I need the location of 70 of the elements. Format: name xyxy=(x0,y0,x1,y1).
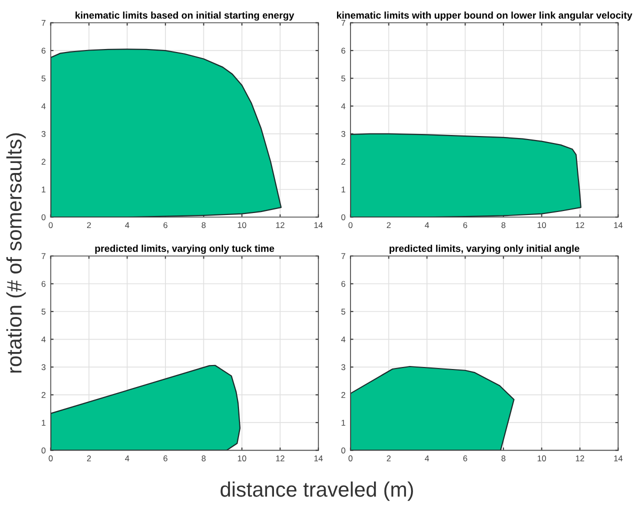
x-tick-label: 0 xyxy=(348,455,352,462)
x-tick-label: 2 xyxy=(87,455,91,462)
x-tick-label: 6 xyxy=(164,222,168,228)
x-tick-label: 10 xyxy=(238,455,246,462)
chart-title: kinematic limits based on initial starting energy xyxy=(76,12,294,21)
x-tick-label: 4 xyxy=(424,456,430,462)
chart-title: kinematic limits with upper bound on lower link angular velocity xyxy=(336,12,632,21)
y-tick-label: 1 xyxy=(342,186,346,192)
y-tick-label: 5 xyxy=(341,308,346,315)
y-tick-label: 3 xyxy=(341,131,346,137)
y-tick-label: 0 xyxy=(42,448,46,454)
y-tick-label: 3 xyxy=(341,364,346,370)
y-tick-label: 0 xyxy=(341,448,346,454)
x-tick-label: 6 xyxy=(463,455,468,462)
x-tick-label: 8 xyxy=(202,222,206,228)
x-tick-label: 0 xyxy=(48,222,53,228)
y-tick-label: 3 xyxy=(42,364,46,370)
x-tick-label: 12 xyxy=(276,455,284,462)
y-tick-label: 6 xyxy=(341,48,346,54)
x-tick-label: 6 xyxy=(164,455,168,462)
x-tick-label: 14 xyxy=(314,456,323,462)
x-tick-label: 12 xyxy=(576,455,584,462)
y-tick-label: 6 xyxy=(341,280,346,287)
x-tick-label: 12 xyxy=(276,222,284,228)
y-axis-title: rotation (# of somersaults) xyxy=(6,133,26,373)
x-tick-label: 14 xyxy=(614,456,623,462)
y-tick-label: 5 xyxy=(42,308,46,315)
x-tick-label: 4 xyxy=(125,456,130,462)
y-tick-label: 7 xyxy=(341,20,346,26)
y-tick-label: 5 xyxy=(341,76,346,82)
y-tick-label: 4 xyxy=(341,103,346,110)
y-tick-label: 6 xyxy=(42,48,46,54)
chart-title: predicted limits, varying only tuck time xyxy=(95,244,274,254)
y-tick-label: 0 xyxy=(42,214,46,220)
y-tick-label: 4 xyxy=(341,336,346,342)
y-tick-label: 4 xyxy=(41,336,46,342)
x-tick-label: 8 xyxy=(202,455,206,462)
x-tick-label: 4 xyxy=(125,222,130,228)
y-tick-label: 1 xyxy=(342,420,346,426)
y-tick-label: 3 xyxy=(42,131,46,137)
x-tick-label: 8 xyxy=(501,455,506,462)
x-tick-label: 8 xyxy=(501,222,506,228)
y-tick-label: 1 xyxy=(42,420,46,426)
y-tick-label: 1 xyxy=(42,186,46,192)
x-tick-label: 14 xyxy=(614,222,623,228)
y-tick-label: 7 xyxy=(42,20,46,26)
y-tick-label: 2 xyxy=(341,392,346,398)
x-tick-label: 2 xyxy=(386,222,391,228)
chart-title: predicted limits, varying only initial angle xyxy=(390,244,580,254)
x-tick-label: 2 xyxy=(87,222,91,228)
x-tick-label: 0 xyxy=(48,455,53,462)
x-axis-title: distance traveled (m) xyxy=(220,482,413,501)
y-tick-label: 0 xyxy=(341,214,346,220)
y-tick-label: 7 xyxy=(42,253,46,260)
x-tick-label: 10 xyxy=(538,222,546,228)
y-tick-label: 2 xyxy=(42,392,46,398)
x-tick-label: 10 xyxy=(538,455,546,462)
x-tick-label: 6 xyxy=(463,222,468,228)
x-tick-label: 0 xyxy=(348,222,352,228)
x-tick-label: 10 xyxy=(238,222,246,228)
y-tick-label: 4 xyxy=(41,103,46,110)
x-tick-label: 4 xyxy=(424,222,430,228)
x-tick-label: 2 xyxy=(386,455,391,462)
x-tick-label: 14 xyxy=(314,222,323,228)
y-tick-label: 6 xyxy=(42,280,46,287)
y-tick-label: 2 xyxy=(341,158,346,165)
x-tick-label: 12 xyxy=(576,222,584,228)
y-tick-label: 2 xyxy=(42,158,46,165)
y-tick-label: 5 xyxy=(42,76,46,82)
y-tick-label: 7 xyxy=(341,253,346,260)
